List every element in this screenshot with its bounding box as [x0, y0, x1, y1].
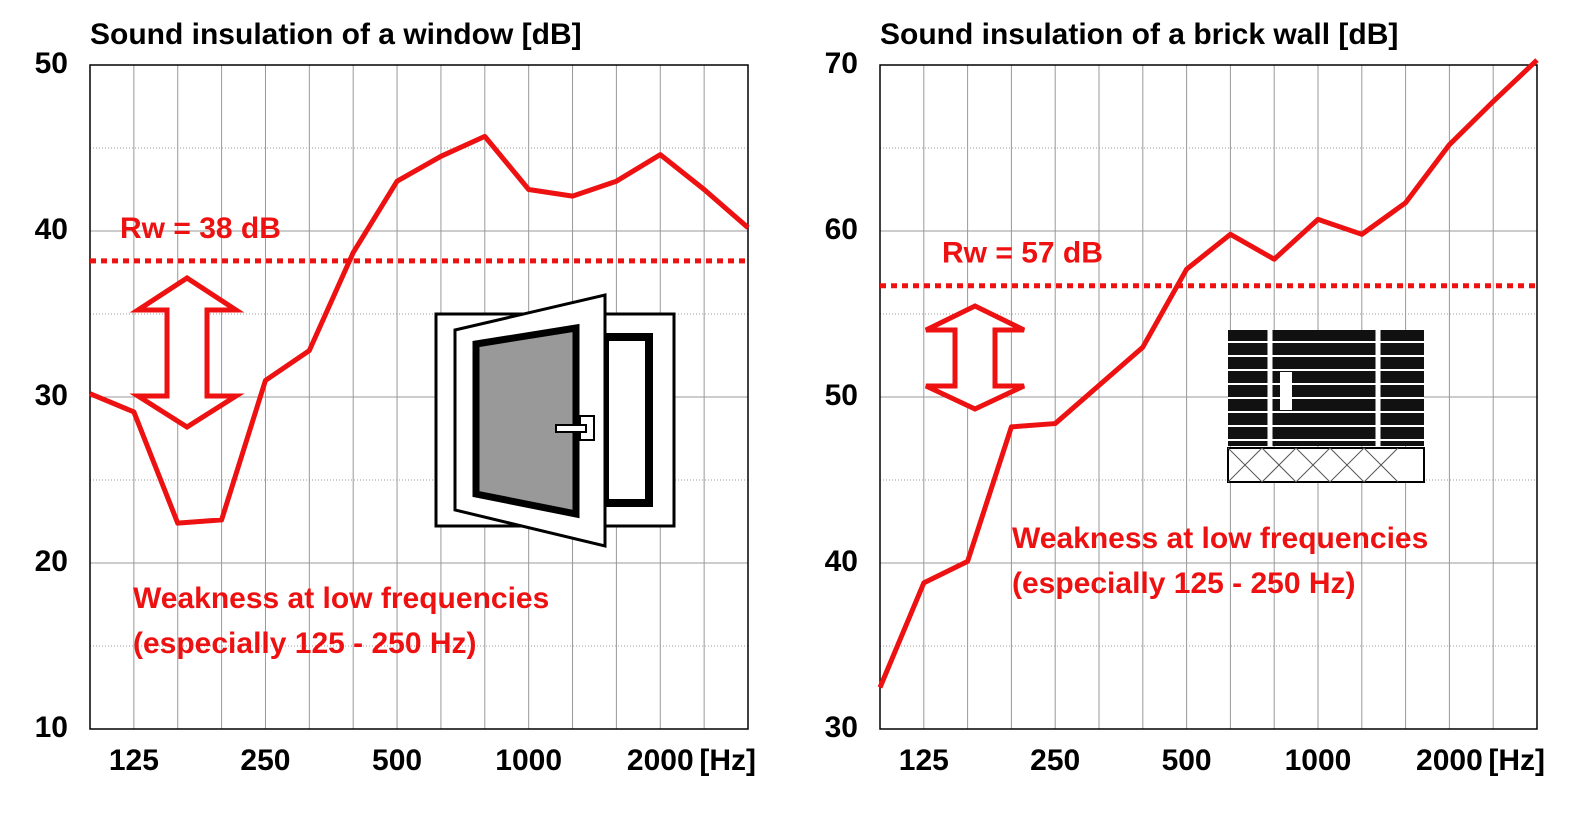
- plot-frame: [89, 64, 749, 730]
- chart-title: Sound insulation of a window [dB]: [90, 18, 582, 51]
- plot-frame: [879, 64, 1538, 730]
- x-unit-label: [Hz]: [699, 744, 756, 777]
- x-tick-label: 1000: [1285, 744, 1352, 777]
- x-tick-label: 2000: [627, 744, 694, 777]
- x-tick-label: 1000: [495, 744, 562, 777]
- y-tick-label: 10: [35, 711, 68, 744]
- x-tick-label: 125: [899, 744, 949, 777]
- x-tick-label: 2000: [1416, 744, 1483, 777]
- y-tick-label: 20: [35, 545, 68, 578]
- y-tick-label: 50: [825, 379, 858, 412]
- data-line: [89, 133, 750, 526]
- data-line: [877, 58, 1539, 689]
- y-tick-label: 40: [35, 213, 68, 246]
- y-tick-label: 40: [825, 545, 858, 578]
- double-arrow: [924, 303, 1026, 412]
- double-arrow: [129, 275, 245, 430]
- x-tick-label: 125: [109, 744, 159, 777]
- y-tick-label: 60: [825, 213, 858, 246]
- annotation: Weakness at low frequencies: [1012, 522, 1428, 555]
- reference-label: Rw = 57 dB: [942, 237, 1103, 270]
- y-tick-label: 70: [825, 47, 858, 80]
- annotation: (especially 125 - 250 Hz): [1012, 567, 1356, 600]
- window-illustration: [434, 293, 676, 548]
- y-tick-label: 30: [35, 379, 68, 412]
- reference-label: Rw = 38 dB: [120, 212, 281, 245]
- y-tick-label: 50: [35, 47, 68, 80]
- annotation: Weakness at low frequencies: [133, 582, 549, 615]
- x-tick-label: 250: [240, 744, 290, 777]
- y-tick-label: 30: [825, 711, 858, 744]
- x-tick-label: 500: [1162, 744, 1212, 777]
- x-unit-label: [Hz]: [1488, 744, 1545, 777]
- chart-title: Sound insulation of a brick wall [dB]: [880, 18, 1398, 51]
- annotation: (especially 125 - 250 Hz): [133, 627, 477, 660]
- brick-wall-illustration: [1227, 330, 1425, 483]
- x-tick-label: 500: [372, 744, 422, 777]
- x-tick-label: 250: [1030, 744, 1080, 777]
